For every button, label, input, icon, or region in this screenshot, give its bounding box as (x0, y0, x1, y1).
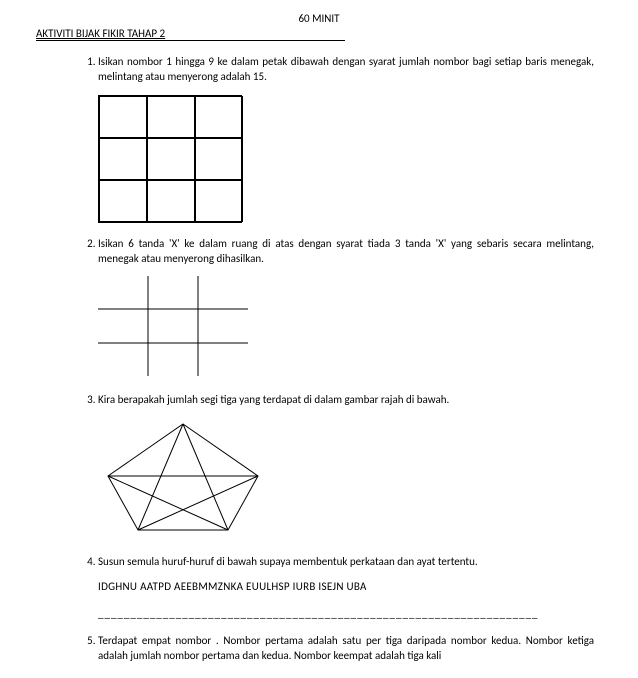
q3-pentagon-star (98, 418, 268, 538)
q5-text: Terdapat empat nombor . Nombor pertama a… (98, 634, 594, 664)
q1-figure (98, 95, 594, 223)
header-title: AKTIVITI BIJAK FIKIR TAHAP 2 (36, 27, 345, 41)
q1-grid (98, 95, 242, 223)
question-3: Kira berapakah jumlah segi tiga yang ter… (98, 393, 602, 541)
q3-figure (98, 418, 594, 541)
header-time: 60 MINIT (36, 12, 602, 25)
q2-text: Isikan 6 tanda 'X' ke dalam ruang di ata… (98, 237, 594, 267)
q4-blank: ________________________________________… (98, 607, 594, 620)
question-4: Susun semula huruf-huruf di bawah supaya… (98, 555, 602, 620)
q2-tictactoe (98, 276, 248, 376)
question-1: Isikan nombor 1 hingga 9 ke dalam petak … (98, 55, 602, 223)
q3-text: Kira berapakah jumlah segi tiga yang ter… (98, 393, 594, 408)
q4-text: Susun semula huruf-huruf di bawah supaya… (98, 555, 594, 570)
q4-scramble: IDGHNU AATPD AEEBMMZNKA EUULHSP IURB ISE… (98, 580, 594, 593)
question-list: Isikan nombor 1 hingga 9 ke dalam petak … (36, 55, 602, 664)
q2-figure (98, 276, 594, 379)
question-2: Isikan 6 tanda 'X' ke dalam ruang di ata… (98, 237, 602, 380)
question-5: Terdapat empat nombor . Nombor pertama a… (98, 634, 602, 664)
q1-text: Isikan nombor 1 hingga 9 ke dalam petak … (98, 55, 594, 85)
